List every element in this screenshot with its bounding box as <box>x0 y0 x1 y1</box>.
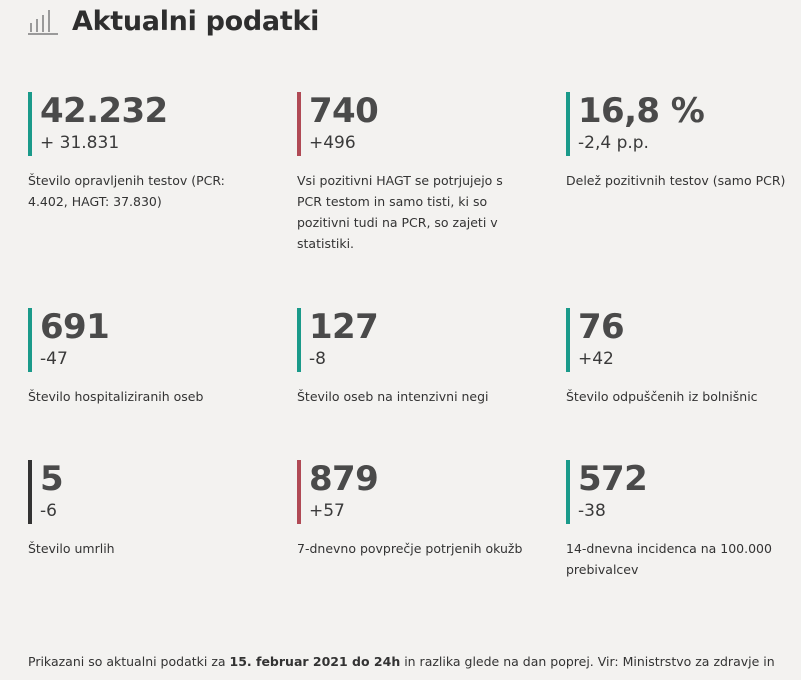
stat-value: 127 <box>309 307 379 347</box>
accent-bar <box>28 308 32 372</box>
stat-head: 127 -8 <box>297 308 537 372</box>
accent-bar <box>566 460 570 524</box>
stat-description: Število hospitaliziranih oseb <box>28 389 204 404</box>
stat-14day-incidence: 572 -38 14-dnevna incidenca na 100.000 p… <box>566 460 798 580</box>
stat-head: 42.232 + 31.831 <box>28 92 268 156</box>
stat-hospitalized: 691 -47 Število hospitaliziranih oseb <box>28 308 268 407</box>
accent-bar <box>28 92 32 156</box>
page-title: Aktualni podatki <box>72 5 320 37</box>
stat-value: 879 <box>309 459 379 499</box>
stat-head: 5 -6 <box>28 460 268 524</box>
stat-description: Število oseb na intenzivni negi <box>297 389 489 404</box>
stat-head: 16,8 % -2,4 p.p. <box>566 92 798 156</box>
stat-change: -47 <box>40 349 68 369</box>
stat-change: +42 <box>578 349 614 369</box>
accent-bar <box>566 308 570 372</box>
stat-value: 691 <box>40 307 110 347</box>
stat-head: 572 -38 <box>566 460 798 524</box>
stat-change: -2,4 p.p. <box>578 133 649 153</box>
stat-head: 691 -47 <box>28 308 268 372</box>
stat-positive: 740 +496 Vsi pozitivni HAGT se potrjujej… <box>297 92 517 254</box>
stat-head: 76 +42 <box>566 308 798 372</box>
stat-description: Število opravljenih testov (PCR: 4.402, … <box>28 173 225 209</box>
stat-positive-share: 16,8 % -2,4 p.p. Delež pozitivnih testov… <box>566 92 798 191</box>
stat-value: 572 <box>578 459 648 499</box>
stat-change: +57 <box>309 501 345 521</box>
source-note-date: 15. februar 2021 do 24h <box>229 654 401 669</box>
bar-chart-icon <box>28 10 58 35</box>
stat-value: 42.232 <box>40 91 168 131</box>
stat-value: 76 <box>578 307 625 347</box>
stat-description: Število odpuščenih iz bolnišnic <box>566 389 758 404</box>
stat-description: Vsi pozitivni HAGT se potrjujejo s PCR t… <box>297 173 503 251</box>
accent-bar <box>297 92 301 156</box>
section-header: Aktualni podatki <box>28 2 319 40</box>
stat-value: 16,8 % <box>578 91 705 131</box>
stat-description: Delež pozitivnih testov (samo PCR) <box>566 173 786 188</box>
accent-bar <box>297 460 301 524</box>
stat-change: + 31.831 <box>40 133 120 153</box>
source-note-suffix: in razlika glede na dan poprej. Vir: Min… <box>400 654 775 669</box>
stat-change: -8 <box>309 349 326 369</box>
source-note-prefix: Prikazani so aktualni podatki za <box>28 654 230 669</box>
stat-value: 5 <box>40 459 64 499</box>
stat-value: 740 <box>309 91 379 131</box>
stat-description: 7-dnevno povprečje potrjenih okužb <box>297 541 523 556</box>
source-note: Prikazani so aktualni podatki za 15. feb… <box>28 654 801 669</box>
stat-7day-average: 879 +57 7-dnevno povprečje potrjenih oku… <box>297 460 537 559</box>
stat-deaths: 5 -6 Število umrlih <box>28 460 268 559</box>
stat-change: -38 <box>578 501 606 521</box>
stat-change: +496 <box>309 133 356 153</box>
stat-description: 14-dnevna incidenca na 100.000 prebivalc… <box>566 541 772 577</box>
stat-head: 879 +57 <box>297 460 537 524</box>
stat-description: Število umrlih <box>28 541 115 556</box>
stat-intensive-care: 127 -8 Število oseb na intenzivni negi <box>297 308 537 407</box>
accent-bar <box>297 308 301 372</box>
accent-bar <box>28 460 32 524</box>
stat-change: -6 <box>40 501 57 521</box>
stat-discharged: 76 +42 Število odpuščenih iz bolnišnic <box>566 308 798 407</box>
accent-bar <box>566 92 570 156</box>
stat-head: 740 +496 <box>297 92 517 156</box>
stat-tests: 42.232 + 31.831 Število opravljenih test… <box>28 92 268 212</box>
